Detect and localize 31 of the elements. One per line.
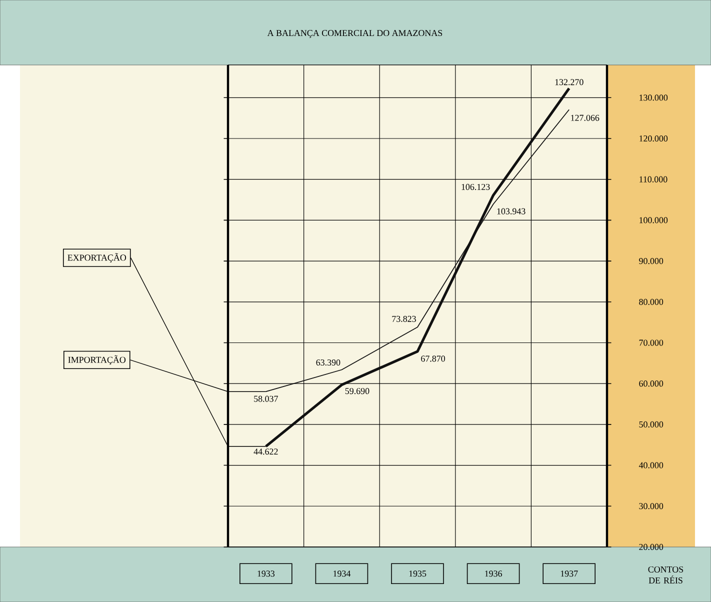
y-tick-label: 70.000 [639, 340, 664, 346]
data-label: 73.823 [392, 316, 416, 322]
y-tick-label: 80.000 [639, 298, 664, 305]
data-label: 106.123 [462, 184, 490, 190]
y-tick-label: 50.000 [639, 421, 664, 428]
data-label: 127.066 [571, 114, 600, 121]
y-tick-label: 30.000 [639, 503, 664, 510]
x-tick-label: 1935 [409, 570, 426, 577]
chart-title: A BALANÇA COMERCIAL DO AMAZONAS [267, 30, 442, 38]
data-label: 67.870 [421, 356, 446, 362]
x-tick-label: 1936 [485, 570, 502, 577]
data-label: 58.037 [254, 396, 278, 402]
y-tick-label: 60.000 [639, 380, 664, 387]
x-tick-label: 1937 [560, 570, 578, 577]
data-label: 44.622 [254, 448, 278, 455]
y-tick-label: 130.000 [640, 94, 668, 101]
y-tick-label: 90.000 [639, 258, 664, 264]
data-label: 103.943 [497, 208, 526, 214]
y-axis-title: CONTOS DE RÉIS [648, 566, 684, 584]
data-label: 59.690 [345, 388, 370, 394]
y-tick-label: 110.000 [640, 176, 668, 182]
data-label: 63.390 [316, 359, 340, 366]
x-tick-label: 1934 [334, 570, 351, 577]
y-tick-label: 120.000 [640, 135, 668, 142]
text: IMPORTAÇÃO [68, 355, 126, 365]
data-label: 132.270 [555, 79, 584, 86]
y-tick-label: 100.000 [640, 217, 668, 224]
text: EXPORTAÇÃO [68, 253, 126, 262]
x-tick-label: 1933 [258, 570, 275, 577]
y-tick-label: 40.000 [638, 462, 664, 468]
y-tick-label: 20.000 [639, 544, 664, 550]
